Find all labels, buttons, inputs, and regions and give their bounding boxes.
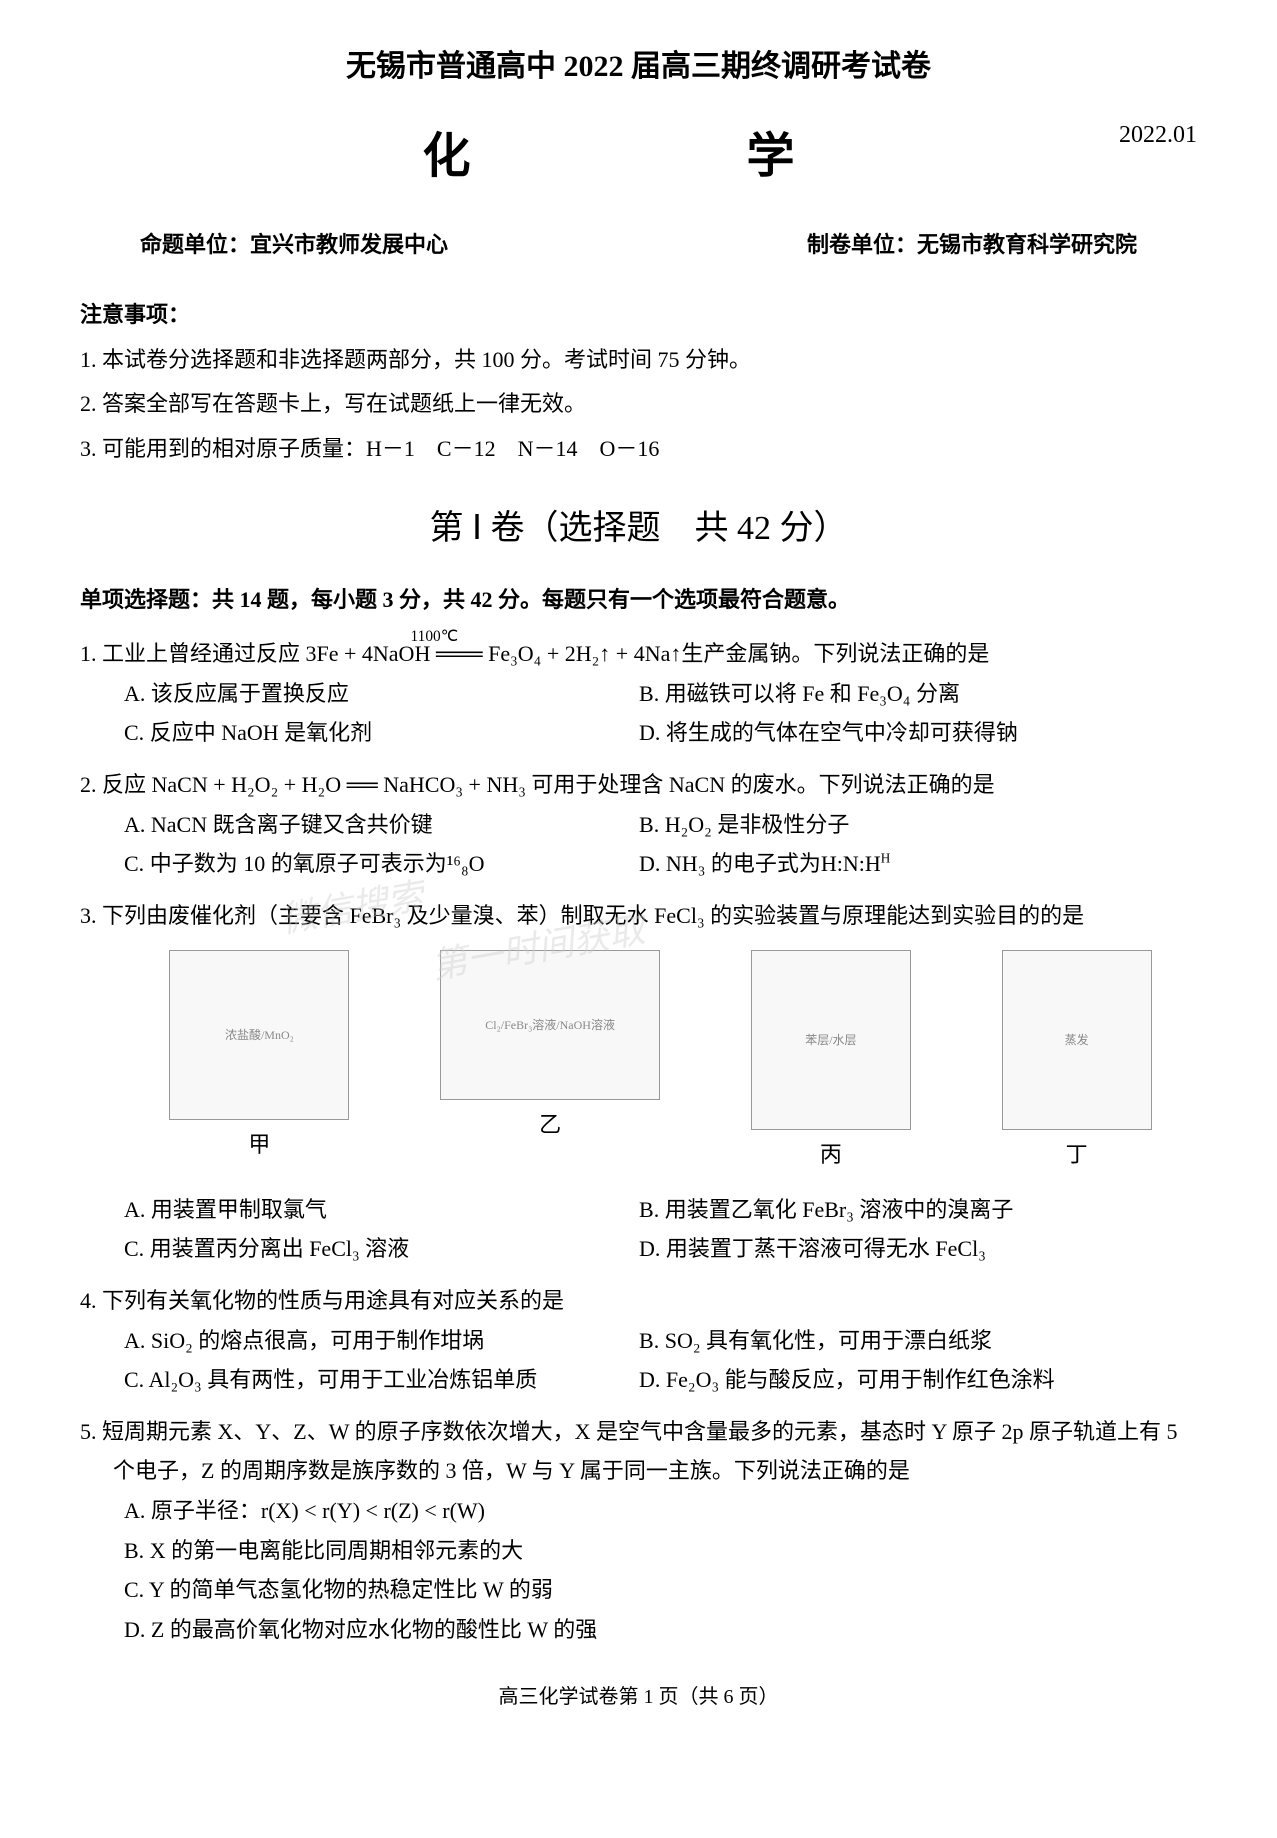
diagram-yi: Cl₂/FeBr₃溶液/NaOH溶液 乙 — [440, 950, 660, 1175]
notice-item: 1. 本试卷分选择题和非选择题两部分，共 100 分。考试时间 75 分钟。 — [80, 340, 1197, 380]
option-d: D. 用装置丁蒸干溶液可得无水 FeCl₃ — [639, 1229, 1197, 1269]
option-c: C. 中子数为 10 的氧原子可表示为¹⁶₈O — [124, 844, 639, 884]
question-text: 2. 反应 NaCN + H₂O₂ + H₂O ══ NaHCO₃ + NH₃ … — [80, 765, 1197, 805]
option-d: D. Fe₂O₃ 能与酸反应，可用于制作红色涂料 — [639, 1360, 1197, 1400]
notice-item: 3. 可能用到的相对原子质量：H－1 C－12 N－14 O－16 — [80, 429, 1197, 469]
option-b: B. H₂O₂ 是非极性分子 — [639, 805, 1197, 845]
option-c: C. Y 的简单气态氢化物的热稳定性比 W 的弱 — [80, 1570, 1197, 1610]
section-title: 第 Ⅰ 卷（选择题 共 42 分） — [80, 498, 1197, 559]
notice-item: 2. 答案全部写在答题卡上，写在试题纸上一律无效。 — [80, 384, 1197, 424]
question-text: 1. 工业上曾经通过反应 3Fe + 4NaOH 1100℃═══ Fe₃O₄ … — [80, 634, 1197, 674]
unit-left: 命题单位：宜兴市教师发展中心 — [140, 225, 448, 265]
exam-title: 无锡市普通高中 2022 届高三期终调研考试卷 — [80, 40, 1197, 94]
option-b: B. 用装置乙氧化 FeBr₃ 溶液中的溴离子 — [639, 1190, 1197, 1230]
question-5: 5. 短周期元素 X、Y、Z、W 的原子序数依次增大，X 是空气中含量最多的元素… — [80, 1412, 1197, 1650]
units-row: 命题单位：宜兴市教师发展中心 制卷单位：无锡市教育科学研究院 — [80, 225, 1197, 265]
option-a: A. NaCN 既含离子键又含共价键 — [124, 805, 639, 845]
question-4: 4. 下列有关氧化物的性质与用途具有对应关系的是 A. SiO₂ 的熔点很高，可… — [80, 1281, 1197, 1400]
option-d: D. NH₃ 的电子式为H:N:HH — [639, 844, 1197, 884]
question-3: 3. 下列由废催化剂（主要含 FeBr₃ 及少量溴、苯）制取无水 FeCl₃ 的… — [80, 896, 1197, 1269]
option-c: C. Al₂O₃ 具有两性，可用于工业冶炼铝单质 — [124, 1360, 639, 1400]
page-footer: 高三化学试卷第 1 页（共 6 页） — [80, 1679, 1197, 1715]
subject-name: 化 学 — [422, 114, 854, 200]
option-b: B. X 的第一电离能比同周期相邻元素的大 — [80, 1531, 1197, 1571]
diagram-ding: 蒸发 丁 — [1002, 950, 1152, 1175]
section-instructions: 单项选择题：共 14 题，每小题 3 分，共 42 分。每题只有一个选项最符合题… — [80, 580, 1197, 620]
option-a: A. SiO₂ 的熔点很高，可用于制作坩埚 — [124, 1321, 639, 1361]
option-c: C. 反应中 NaOH 是氧化剂 — [124, 713, 639, 753]
option-a: A. 该反应属于置换反应 — [124, 674, 639, 714]
question-text: 4. 下列有关氧化物的性质与用途具有对应关系的是 — [80, 1281, 1197, 1321]
option-c: C. 用装置丙分离出 FeCl₃ 溶液 — [124, 1229, 639, 1269]
question-text: 5. 短周期元素 X、Y、Z、W 的原子序数依次增大，X 是空气中含量最多的元素… — [80, 1412, 1197, 1491]
option-d: D. Z 的最高价氧化物对应水化物的酸性比 W 的强 — [80, 1610, 1197, 1650]
diagrams-row: 浓盐酸/MnO₂ 甲 Cl₂/FeBr₃溶液/NaOH溶液 乙 苯层/水层 丙 … — [80, 950, 1197, 1175]
option-a: A. 原子半径：r(X) < r(Y) < r(Z) < r(W) — [80, 1491, 1197, 1531]
question-text: 3. 下列由废催化剂（主要含 FeBr₃ 及少量溴、苯）制取无水 FeCl₃ 的… — [80, 896, 1197, 936]
diagram-bing: 苯层/水层 丙 — [751, 950, 911, 1175]
option-d: D. 将生成的气体在空气中冷却可获得钠 — [639, 713, 1197, 753]
question-2: 2. 反应 NaCN + H₂O₂ + H₂O ══ NaHCO₃ + NH₃ … — [80, 765, 1197, 884]
diagram-jia: 浓盐酸/MnO₂ 甲 — [169, 950, 349, 1175]
question-1: 1. 工业上曾经通过反应 3Fe + 4NaOH 1100℃═══ Fe₃O₄ … — [80, 634, 1197, 753]
unit-right: 制卷单位：无锡市教育科学研究院 — [807, 225, 1137, 265]
exam-date: 2022.01 — [1119, 114, 1197, 157]
subject-row: 化 学 2022.01 — [80, 114, 1197, 200]
option-a: A. 用装置甲制取氯气 — [124, 1190, 639, 1230]
option-b: B. SO₂ 具有氧化性，可用于漂白纸浆 — [639, 1321, 1197, 1361]
notice-header: 注意事项： — [80, 295, 1197, 335]
option-b: B. 用磁铁可以将 Fe 和 Fe₃O₄ 分离 — [639, 674, 1197, 714]
